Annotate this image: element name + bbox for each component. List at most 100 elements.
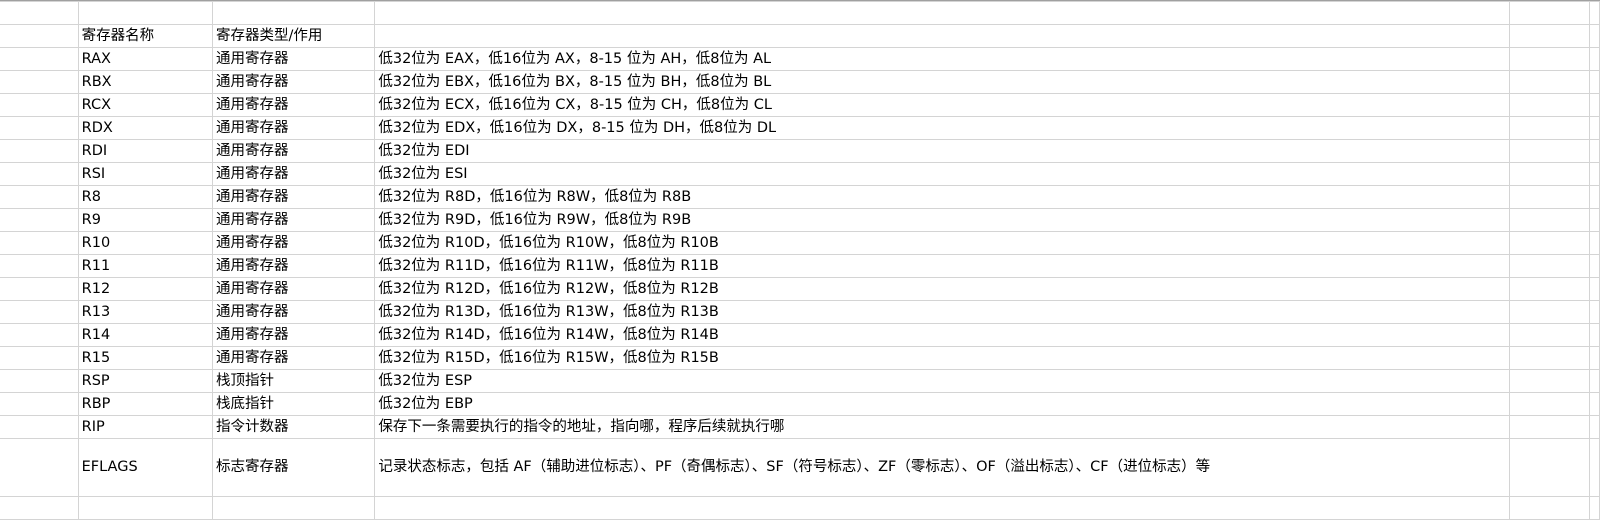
cell[interactable] bbox=[1508, 496, 1591, 520]
cell[interactable] bbox=[1508, 323, 1591, 347]
cell[interactable] bbox=[1508, 93, 1591, 117]
cell[interactable] bbox=[0, 300, 79, 324]
cell[interactable] bbox=[0, 93, 79, 117]
register-name-cell[interactable]: R9 bbox=[77, 208, 213, 232]
register-desc-cell[interactable]: 低32位为 EDX，低16位为 DX，8-15 位为 DH，低8位为 DL bbox=[374, 116, 1510, 140]
cell[interactable] bbox=[0, 415, 79, 439]
register-desc-cell[interactable]: 低32位为 R12D，低16位为 R12W，低8位为 R12B bbox=[374, 277, 1510, 301]
register-desc-cell[interactable]: 低32位为 R9D，低16位为 R9W，低8位为 R9B bbox=[374, 208, 1510, 232]
register-type-cell[interactable]: 通用寄存器 bbox=[211, 300, 376, 324]
register-name-cell[interactable]: R8 bbox=[77, 185, 213, 209]
cell[interactable] bbox=[1589, 93, 1600, 117]
cell[interactable] bbox=[1589, 254, 1600, 278]
cell[interactable] bbox=[374, 1, 1510, 25]
register-name-cell[interactable]: R10 bbox=[77, 231, 213, 255]
cell[interactable] bbox=[0, 323, 79, 347]
register-name-cell[interactable]: RBX bbox=[77, 70, 213, 94]
cell[interactable] bbox=[1508, 208, 1591, 232]
register-type-cell[interactable]: 通用寄存器 bbox=[211, 116, 376, 140]
cell[interactable] bbox=[1508, 231, 1591, 255]
cell[interactable] bbox=[1508, 392, 1591, 416]
register-desc-cell[interactable]: 低32位为 R14D，低16位为 R14W，低8位为 R14B bbox=[374, 323, 1510, 347]
cell[interactable] bbox=[1508, 346, 1591, 370]
cell[interactable] bbox=[1589, 392, 1600, 416]
register-name-cell[interactable]: RSI bbox=[77, 162, 213, 186]
cell[interactable] bbox=[1589, 1, 1600, 25]
register-type-cell[interactable]: 通用寄存器 bbox=[211, 70, 376, 94]
cell[interactable] bbox=[0, 24, 79, 48]
register-desc-cell[interactable]: 低32位为 R8D，低16位为 R8W，低8位为 R8B bbox=[374, 185, 1510, 209]
register-name-cell[interactable]: R14 bbox=[77, 323, 213, 347]
header-name-cell[interactable]: 寄存器名称 bbox=[77, 24, 213, 48]
register-name-cell[interactable]: RSP bbox=[77, 369, 213, 393]
register-name-cell[interactable]: EFLAGS bbox=[77, 438, 213, 497]
register-desc-cell[interactable]: 保存下一条需要执行的指令的地址，指向哪，程序后续就执行哪 bbox=[374, 415, 1510, 439]
cell[interactable] bbox=[1589, 47, 1600, 71]
register-desc-cell[interactable]: 低32位为 EBP bbox=[374, 392, 1510, 416]
cell[interactable] bbox=[1589, 116, 1600, 140]
register-desc-cell[interactable]: 低32位为 R13D，低16位为 R13W，低8位为 R13B bbox=[374, 300, 1510, 324]
register-type-cell[interactable]: 栈顶指针 bbox=[211, 369, 376, 393]
register-name-cell[interactable]: RCX bbox=[77, 93, 213, 117]
cell[interactable] bbox=[1589, 300, 1600, 324]
register-type-cell[interactable]: 通用寄存器 bbox=[211, 208, 376, 232]
register-type-cell[interactable]: 通用寄存器 bbox=[211, 162, 376, 186]
register-name-cell[interactable]: R12 bbox=[77, 277, 213, 301]
cell[interactable] bbox=[0, 496, 79, 520]
register-desc-cell[interactable]: 低32位为 R15D，低16位为 R15W，低8位为 R15B bbox=[374, 346, 1510, 370]
cell[interactable] bbox=[77, 496, 213, 520]
register-name-cell[interactable]: R13 bbox=[77, 300, 213, 324]
cell[interactable] bbox=[1508, 185, 1591, 209]
cell[interactable] bbox=[0, 231, 79, 255]
register-name-cell[interactable]: RDX bbox=[77, 116, 213, 140]
cell[interactable] bbox=[1508, 47, 1591, 71]
cell[interactable] bbox=[1589, 231, 1600, 255]
cell[interactable] bbox=[1589, 185, 1600, 209]
register-name-cell[interactable]: RDI bbox=[77, 139, 213, 163]
cell[interactable] bbox=[1589, 369, 1600, 393]
register-desc-cell[interactable]: 低32位为 ESI bbox=[374, 162, 1510, 186]
cell[interactable] bbox=[1589, 346, 1600, 370]
register-desc-cell[interactable]: 低32位为 R10D，低16位为 R10W，低8位为 R10B bbox=[374, 231, 1510, 255]
cell[interactable] bbox=[1508, 139, 1591, 163]
register-desc-cell[interactable]: 低32位为 ESP bbox=[374, 369, 1510, 393]
register-type-cell[interactable]: 通用寄存器 bbox=[211, 346, 376, 370]
cell[interactable] bbox=[1508, 277, 1591, 301]
cell[interactable] bbox=[1508, 24, 1591, 48]
cell[interactable] bbox=[0, 139, 79, 163]
cell[interactable] bbox=[1508, 162, 1591, 186]
cell[interactable] bbox=[1589, 496, 1600, 520]
register-type-cell[interactable]: 通用寄存器 bbox=[211, 185, 376, 209]
cell[interactable] bbox=[1589, 162, 1600, 186]
cell[interactable] bbox=[1508, 116, 1591, 140]
cell[interactable] bbox=[1508, 1, 1591, 25]
cell[interactable] bbox=[1589, 438, 1600, 497]
cell[interactable] bbox=[0, 392, 79, 416]
cell[interactable] bbox=[211, 496, 376, 520]
cell[interactable] bbox=[0, 185, 79, 209]
register-desc-cell[interactable]: 低32位为 ECX，低16位为 CX，8-15 位为 CH，低8位为 CL bbox=[374, 93, 1510, 117]
register-type-cell[interactable]: 标志寄存器 bbox=[211, 438, 376, 497]
cell[interactable] bbox=[0, 369, 79, 393]
cell[interactable] bbox=[1589, 208, 1600, 232]
register-desc-cell[interactable]: 低32位为 EAX，低16位为 AX，8-15 位为 AH，低8位为 AL bbox=[374, 47, 1510, 71]
register-desc-cell[interactable]: 低32位为 EBX，低16位为 BX，8-15 位为 BH，低8位为 BL bbox=[374, 70, 1510, 94]
cell[interactable] bbox=[1508, 254, 1591, 278]
register-desc-cell[interactable]: 低32位为 R11D，低16位为 R11W，低8位为 R11B bbox=[374, 254, 1510, 278]
cell[interactable] bbox=[1589, 139, 1600, 163]
cell[interactable] bbox=[0, 1, 79, 25]
cell[interactable] bbox=[0, 47, 79, 71]
register-name-cell[interactable]: R15 bbox=[77, 346, 213, 370]
register-name-cell[interactable]: RAX bbox=[77, 47, 213, 71]
cell[interactable] bbox=[1508, 415, 1591, 439]
cell[interactable] bbox=[0, 438, 79, 497]
cell[interactable] bbox=[0, 346, 79, 370]
register-type-cell[interactable]: 通用寄存器 bbox=[211, 254, 376, 278]
cell[interactable] bbox=[0, 116, 79, 140]
register-type-cell[interactable]: 通用寄存器 bbox=[211, 277, 376, 301]
cell[interactable] bbox=[1589, 323, 1600, 347]
register-type-cell[interactable]: 通用寄存器 bbox=[211, 139, 376, 163]
cell[interactable] bbox=[1589, 277, 1600, 301]
register-desc-cell[interactable]: 记录状态标志，包括 AF（辅助进位标志）、PF（奇偶标志）、SF（符号标志）、Z… bbox=[374, 438, 1510, 497]
register-name-cell[interactable]: RBP bbox=[77, 392, 213, 416]
